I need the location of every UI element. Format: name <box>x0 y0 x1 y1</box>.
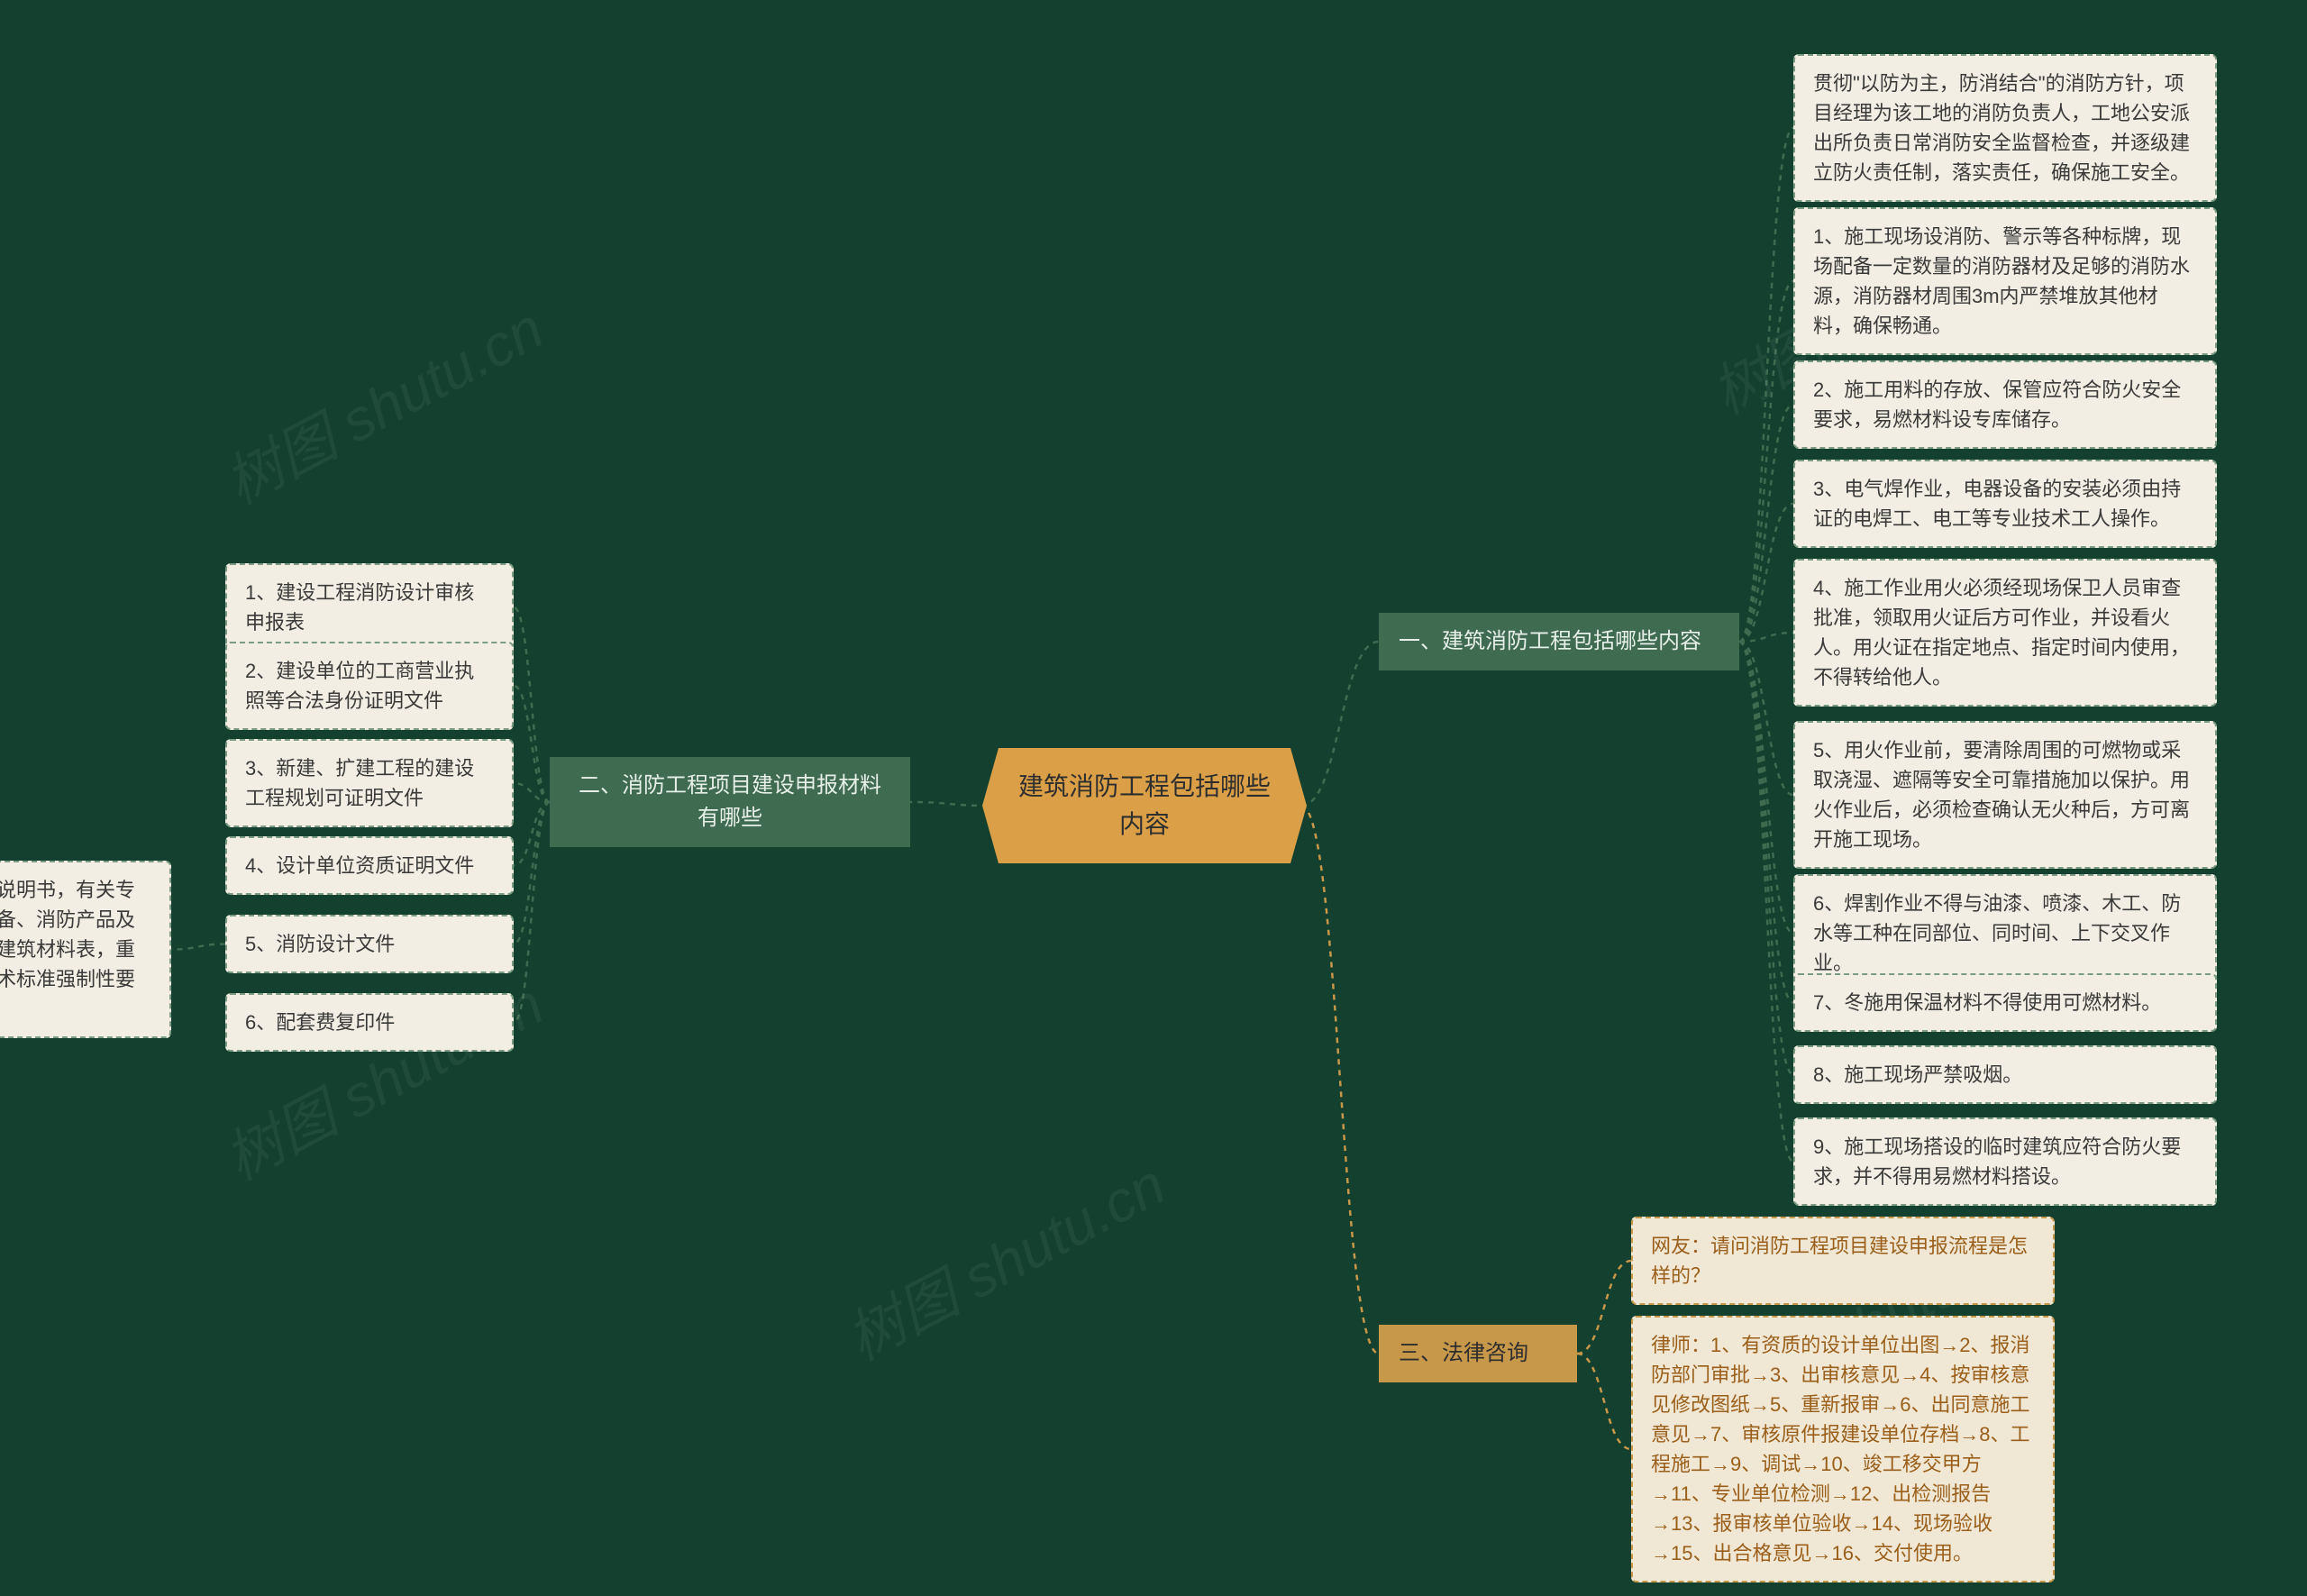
leaf-b1-9: 9、施工现场搭设的临时建筑应符合防火要求，并不得用易燃材料搭设。 <box>1793 1117 2217 1206</box>
leaf-b2-1: 2、建设单位的工商营业执照等合法身份证明文件 <box>225 642 514 730</box>
leaf-b1-0: 贯彻"以防为主，防消结合"的消防方针，项目经理为该工地的消防负责人，工地公安派出… <box>1793 54 2217 202</box>
leaf-b1-8: 8、施工现场严禁吸烟。 <box>1793 1045 2217 1104</box>
branch-3: 三、法律咨询 <box>1379 1325 1577 1382</box>
leaf-b2-3: 4、设计单位资质证明文件 <box>225 836 514 895</box>
leaf-b3-0: 网友：请问消防工程项目建设申报流程是怎样的？ <box>1631 1217 2055 1305</box>
leaf-b2-5: 6、配套费复印件 <box>225 993 514 1052</box>
leaf-b1-4: 4、施工作业用火必须经现场保卫人员审查批准，领取用火证后方可作业，并设看火人。用… <box>1793 559 2217 707</box>
root-node: 建筑消防工程包括哪些内容 <box>982 748 1307 863</box>
leaf-b1-5: 5、用火作业前，要清除周围的可燃物或采取浇湿、遮隔等安全可靠措施加以保护。用火作… <box>1793 721 2217 869</box>
leaf-b3-1: 律师：1、有资质的设计单位出图→2、报消防部门审批→3、出审核意见→4、按审核意… <box>1631 1316 2055 1582</box>
branch-1: 一、建筑消防工程包括哪些内容 <box>1379 613 1739 670</box>
leaf-b1-7: 7、冬施用保温材料不得使用可燃材料。 <box>1793 973 2217 1032</box>
leaf-b2-4: 5、消防设计文件 <box>225 915 514 973</box>
branch-2: 二、消防工程项目建设申报材料有哪些 <box>550 757 910 847</box>
leaf-b1-3: 3、电气焊作业，电器设备的安装必须由持证的电焊工、电工等专业技术工人操作。 <box>1793 460 2217 548</box>
leaf-b2-sub: 消防设计文件应当包括设计说明书，有关专业的设计图纸，主要消防设备、消防产品及有关… <box>0 861 171 1038</box>
watermark: 树图 shutu.cn <box>208 283 556 520</box>
leaf-b1-2: 2、施工用料的存放、保管应符合防火安全要求，易燃材料设专库储存。 <box>1793 360 2217 449</box>
leaf-b1-1: 1、施工现场设消防、警示等各种标牌，现场配备一定数量的消防器材及足够的消防水源，… <box>1793 207 2217 355</box>
leaf-b2-0: 1、建设工程消防设计审核申报表 <box>225 563 514 652</box>
watermark: 树图 shutu.cn <box>830 1139 1178 1376</box>
leaf-b2-2: 3、新建、扩建工程的建设工程规划可证明文件 <box>225 739 514 827</box>
